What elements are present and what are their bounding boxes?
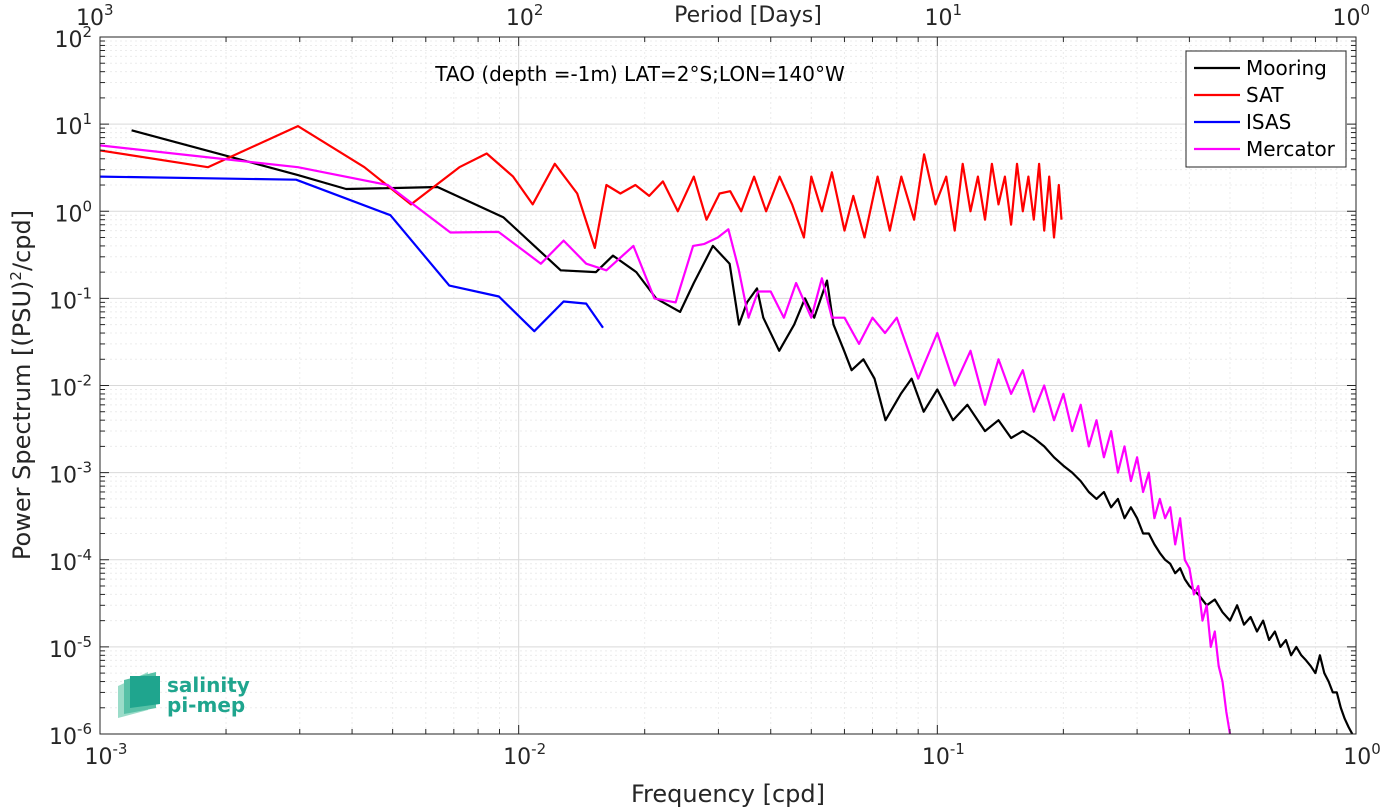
x-tick-label: 10-3 bbox=[85, 740, 128, 770]
y-tick-label: 101 bbox=[54, 110, 92, 140]
x-tick-label: 100 bbox=[1343, 740, 1381, 770]
top-tick-label: 100 bbox=[1332, 1, 1370, 31]
x-tick-label: 10-1 bbox=[922, 740, 965, 770]
series-mercator-line bbox=[99, 144, 1232, 735]
y-tick-label: 10-4 bbox=[49, 546, 92, 576]
chart-title: TAO (depth =-1m) LAT=2°S;LON=140°W bbox=[434, 62, 845, 86]
legend-box bbox=[1185, 50, 1347, 168]
y-axis-label-suffix: /cpd] bbox=[8, 210, 36, 271]
y-tick-label: 102 bbox=[54, 23, 92, 53]
series-isas-line bbox=[99, 175, 604, 333]
legend-label-mooring: Mooring bbox=[1246, 56, 1327, 80]
wave-logo-icon bbox=[118, 672, 160, 718]
legend: Mooring SAT ISAS Mercator bbox=[1185, 50, 1347, 168]
x-tick-label: 10-2 bbox=[503, 740, 546, 770]
series-mooring-line bbox=[131, 129, 1354, 735]
top-tick-label: 101 bbox=[925, 1, 963, 31]
top-tick-label: 102 bbox=[506, 1, 544, 31]
series-lines bbox=[99, 124, 1354, 735]
legend-label-sat: SAT bbox=[1246, 83, 1284, 107]
y-tick-label: 10-6 bbox=[49, 720, 92, 750]
top-axis-label: Period [Days] bbox=[674, 3, 822, 28]
y-tick-label: 10-1 bbox=[49, 284, 92, 314]
x-axis-label: Frequency [cpd] bbox=[631, 780, 825, 808]
y-axis-label-superscript: 2 bbox=[7, 271, 25, 281]
logo-text-pi-mep: pi-mep bbox=[167, 693, 245, 717]
y-axis-label: Power Spectrum [(PSU)2/cpd] bbox=[7, 210, 36, 560]
salinity-pi-mep-logo: salinity pi-mep bbox=[118, 672, 250, 718]
series-sat-line bbox=[99, 124, 1063, 249]
y-tick-label: 10-2 bbox=[49, 372, 92, 402]
legend-label-mercator: Mercator bbox=[1246, 137, 1336, 161]
logo-text-salinity: salinity bbox=[167, 673, 250, 697]
legend-label-isas: ISAS bbox=[1246, 110, 1291, 134]
top-tick-label: 103 bbox=[76, 1, 114, 31]
y-tick-label: 100 bbox=[54, 197, 92, 227]
y-tick-label: 10-3 bbox=[49, 459, 92, 489]
y-tick-label: 10-5 bbox=[49, 633, 92, 663]
y-axis-label-main: Power Spectrum [(PSU) bbox=[8, 281, 36, 560]
